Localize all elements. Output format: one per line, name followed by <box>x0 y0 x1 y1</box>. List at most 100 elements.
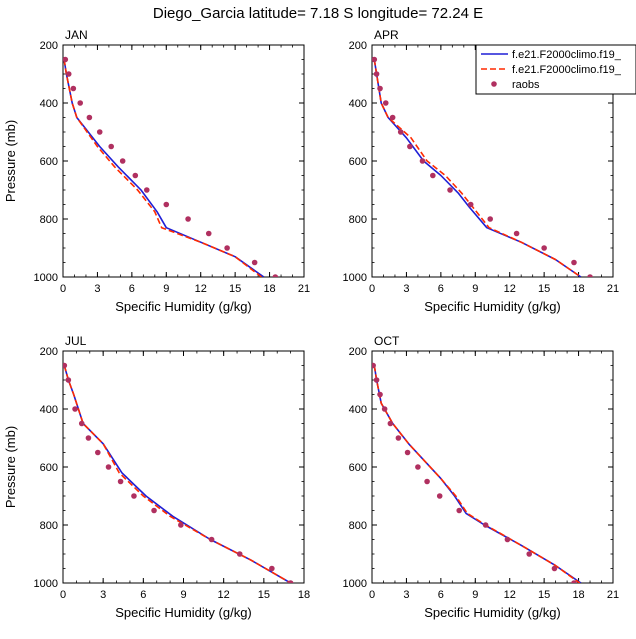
raobs-point <box>389 114 396 121</box>
raobs-point <box>482 522 489 528</box>
x-tick-label: 15 <box>229 283 241 295</box>
raobs-point <box>436 493 443 499</box>
panel-label: JAN <box>65 28 88 42</box>
x-tick-label: 12 <box>504 589 516 601</box>
x-tick-label: 9 <box>472 589 478 601</box>
y-tick-label: 800 <box>40 214 58 226</box>
plot-area <box>63 56 279 277</box>
y-tick-label: 400 <box>349 98 367 110</box>
x-tick-label: 3 <box>403 589 409 601</box>
legend-label: f.e21.F2000climo.f19_ <box>512 49 622 61</box>
x-axis-label: Specific Humidity (g/kg) <box>115 605 252 620</box>
x-tick-label: 0 <box>369 283 375 295</box>
raobs-point <box>178 522 184 528</box>
raobs-point <box>587 274 593 277</box>
x-tick-label: 6 <box>140 589 146 601</box>
x-tick-label: 15 <box>258 589 270 601</box>
raobs-point <box>381 406 388 412</box>
y-tick-label: 400 <box>40 98 58 110</box>
x-tick-label: 18 <box>263 283 275 295</box>
raobs-point <box>236 551 243 557</box>
raobs-point <box>72 406 78 412</box>
raobs-point <box>269 565 275 572</box>
raobs-point <box>382 100 389 106</box>
plot-frame <box>371 350 614 584</box>
x-axis-label: Specific Humidity (g/kg) <box>115 299 252 314</box>
raobs-point <box>143 187 150 193</box>
raobs-point <box>251 259 258 266</box>
x-tick-label: 6 <box>438 589 444 601</box>
x-tick-label: 6 <box>129 283 135 295</box>
raobs-point <box>571 259 577 266</box>
x-tick-label: 9 <box>180 589 186 601</box>
raobs-point <box>117 478 124 485</box>
raobs-point <box>373 71 380 77</box>
raobs-point <box>373 377 380 383</box>
plot-area <box>372 56 593 277</box>
x-tick-label: 12 <box>504 283 516 295</box>
y-tick-label: 600 <box>40 462 58 474</box>
x-tick-label: 15 <box>538 283 550 295</box>
raobs-point <box>78 420 85 427</box>
x-tick-label: 0 <box>60 283 66 295</box>
raobs-point <box>430 172 436 179</box>
raobs-point <box>372 362 376 369</box>
figure-title: Diego_Garcia latitude= 7.18 S longitude=… <box>153 5 483 22</box>
x-axis-label: Specific Humidity (g/kg) <box>424 605 561 620</box>
raobs-point <box>105 464 112 470</box>
x-tick-label: 21 <box>607 589 619 601</box>
raobs-point <box>467 201 474 208</box>
series-line-dashed <box>373 59 582 277</box>
x-tick-label: 3 <box>100 589 106 601</box>
plot-frame <box>62 350 305 584</box>
x-tick-label: 12 <box>218 589 230 601</box>
x-tick-label: 12 <box>195 283 207 295</box>
series-line-solid <box>63 365 291 583</box>
series-line-dashed <box>63 365 291 583</box>
y-tick-label: 800 <box>40 520 58 532</box>
y-tick-label: 1000 <box>343 272 367 284</box>
panel-label: JUL <box>65 334 87 348</box>
y-tick-label: 800 <box>349 520 367 532</box>
y-tick-label: 600 <box>349 156 367 168</box>
x-tick-label: 3 <box>94 283 100 295</box>
raobs-point <box>96 129 103 135</box>
y-axis-label: Pressure (mb) <box>3 120 18 202</box>
y-tick-label: 1000 <box>34 578 58 590</box>
x-tick-label: 6 <box>438 283 444 295</box>
raobs-point <box>447 187 453 193</box>
panel-jan: JAN 0 3 6 9 12 15 18 21 200 400 600 800 1000 Specific … <box>3 28 310 314</box>
raobs-point <box>571 580 577 583</box>
raobs-point <box>397 129 404 135</box>
raobs-point <box>377 85 383 92</box>
raobs-point <box>224 245 230 251</box>
y-tick-label: 200 <box>40 346 58 358</box>
panel-apr: APR 0 3 6 9 12 15 18 21 200 400 600 800 1000 Specific … <box>343 28 620 314</box>
raobs-point <box>205 230 212 237</box>
x-tick-label: 3 <box>403 283 409 295</box>
plot-area <box>63 362 294 583</box>
y-tick-label: 200 <box>349 346 367 358</box>
x-tick-label: 0 <box>369 589 375 601</box>
panel-label: OCT <box>374 334 400 348</box>
raobs-point <box>86 114 93 121</box>
y-tick-label: 200 <box>349 40 367 52</box>
raobs-point <box>132 172 139 179</box>
raobs-point <box>85 435 92 441</box>
raobs-point <box>65 71 72 77</box>
x-tick-label: 21 <box>607 283 619 295</box>
series-line-solid <box>63 59 265 277</box>
raobs-point <box>387 420 394 427</box>
x-tick-label: 18 <box>572 589 584 601</box>
legend-marker <box>491 81 497 87</box>
raobs-point <box>70 85 77 92</box>
plot-frame <box>62 44 305 278</box>
x-tick-label: 18 <box>298 589 310 601</box>
x-tick-label: 21 <box>298 283 310 295</box>
y-tick-label: 400 <box>40 404 58 416</box>
y-tick-label: 600 <box>40 156 58 168</box>
raobs-point <box>63 56 69 63</box>
panel-label: APR <box>374 28 399 42</box>
raobs-point <box>163 201 170 208</box>
